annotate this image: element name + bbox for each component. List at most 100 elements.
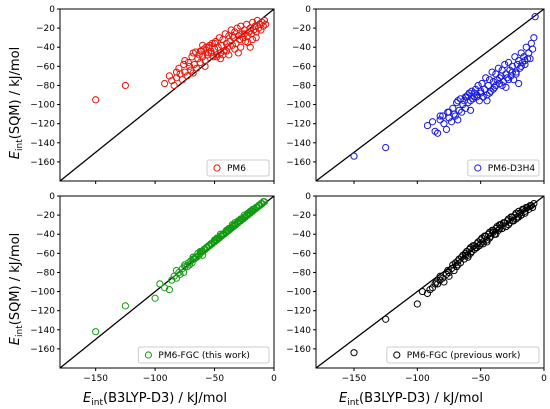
data-point — [245, 28, 253, 36]
legend-marker — [213, 164, 221, 172]
y-tick-label: −160 — [286, 158, 311, 168]
legend-marker — [144, 351, 152, 359]
x-tick-label: −100 — [405, 374, 430, 384]
y-tick-label: −140 — [30, 326, 55, 336]
data-point — [258, 200, 266, 208]
data-point — [447, 118, 456, 126]
data-point — [436, 116, 444, 124]
y-tick-label: −20 — [36, 24, 55, 34]
data-point — [220, 47, 228, 55]
legend-label: PM6-FGC (previous work) — [407, 351, 521, 361]
data-point — [172, 266, 181, 275]
data-point — [423, 289, 432, 298]
data-point — [529, 203, 537, 212]
data-point — [203, 244, 212, 252]
data-point — [210, 39, 219, 48]
data-point — [194, 249, 202, 257]
data-point — [454, 261, 462, 269]
xlabel-left: Eint(B3LYP-D3) / kJ/mol — [83, 391, 227, 408]
data-point — [521, 57, 529, 65]
data-point — [181, 263, 189, 271]
data-point — [483, 97, 491, 105]
legend-label: PM6-D3H4 — [488, 164, 536, 174]
data-point — [508, 68, 516, 76]
data-point — [504, 76, 513, 84]
data-point — [517, 62, 525, 70]
data-point — [516, 64, 524, 72]
data-point — [246, 207, 254, 215]
data-point — [503, 74, 511, 82]
data-point — [440, 278, 448, 286]
data-point — [218, 232, 226, 240]
y-tick-label: −140 — [30, 139, 55, 149]
y-tick-label: −80 — [292, 81, 311, 91]
legend-box — [137, 346, 270, 364]
y-tick-label: −120 — [30, 307, 55, 317]
data-point — [254, 24, 263, 32]
data-point — [508, 217, 516, 225]
y-tick-label: −160 — [286, 345, 311, 355]
data-point — [477, 240, 485, 248]
data-point — [222, 47, 231, 55]
data-point — [252, 34, 260, 42]
data-point — [502, 83, 510, 91]
data-point — [426, 286, 434, 294]
data-point — [249, 207, 257, 215]
data-point — [193, 64, 201, 72]
data-point — [251, 205, 259, 213]
data-point — [237, 215, 245, 223]
data-point — [434, 280, 442, 288]
y-tick-label: −60 — [292, 249, 311, 259]
data-point — [185, 261, 194, 269]
y-tick-label: −60 — [36, 62, 55, 72]
data-point — [478, 79, 486, 88]
data-point — [521, 209, 529, 217]
y-tick-label: −60 — [36, 249, 55, 259]
y-tick-label: −40 — [36, 230, 55, 240]
data-point — [350, 349, 358, 357]
data-point — [231, 219, 239, 227]
data-point — [512, 68, 520, 76]
data-point — [439, 112, 447, 120]
panel-pm6: −160 −140 −120 −100 −80 −60 −40 −20 0 PM6 — [30, 5, 275, 184]
data-point — [450, 266, 458, 275]
data-point — [216, 230, 225, 238]
data-point — [92, 328, 100, 336]
data-point — [189, 69, 197, 77]
y-tick-label: 0 — [305, 192, 311, 202]
data-point — [194, 55, 202, 63]
data-point — [482, 74, 490, 82]
x-tick-label: −150 — [83, 374, 108, 384]
data-point — [509, 76, 518, 84]
data-point — [440, 120, 448, 128]
data-point — [479, 240, 487, 248]
y-tick-label: −80 — [36, 81, 55, 91]
data-point — [382, 143, 390, 152]
y-tick-label: −40 — [36, 43, 55, 53]
y-tick-label: −120 — [30, 120, 55, 130]
x-tick-label: −150 — [342, 374, 367, 384]
x-tick-label: −100 — [143, 374, 168, 384]
data-point — [501, 60, 509, 69]
data-point — [187, 257, 195, 265]
data-point — [225, 226, 233, 234]
data-point — [161, 79, 169, 88]
data-point — [445, 268, 453, 277]
data-point — [526, 55, 534, 63]
data-point — [244, 209, 252, 217]
data-point — [464, 91, 472, 99]
legend-label: PM6 — [227, 164, 246, 174]
y-tick-label: 0 — [49, 5, 55, 15]
data-point — [498, 81, 506, 90]
data-point — [450, 110, 458, 118]
panel-pm6-d3h4: −160 −140 −120 −100 −80 −60 −40 −20 0 PM6-D3H4 — [286, 5, 545, 184]
panel-pm6-fgc-previous-work: −160 −140 −120 −100 −80 −60 −40 −20 0 −150 −100 −50… — [286, 192, 547, 384]
data-point — [210, 238, 219, 246]
data-point — [516, 209, 524, 217]
data-point — [189, 49, 197, 57]
data-point — [196, 249, 204, 257]
data-point — [442, 125, 451, 133]
data-point — [529, 45, 537, 53]
data-point — [183, 263, 191, 271]
